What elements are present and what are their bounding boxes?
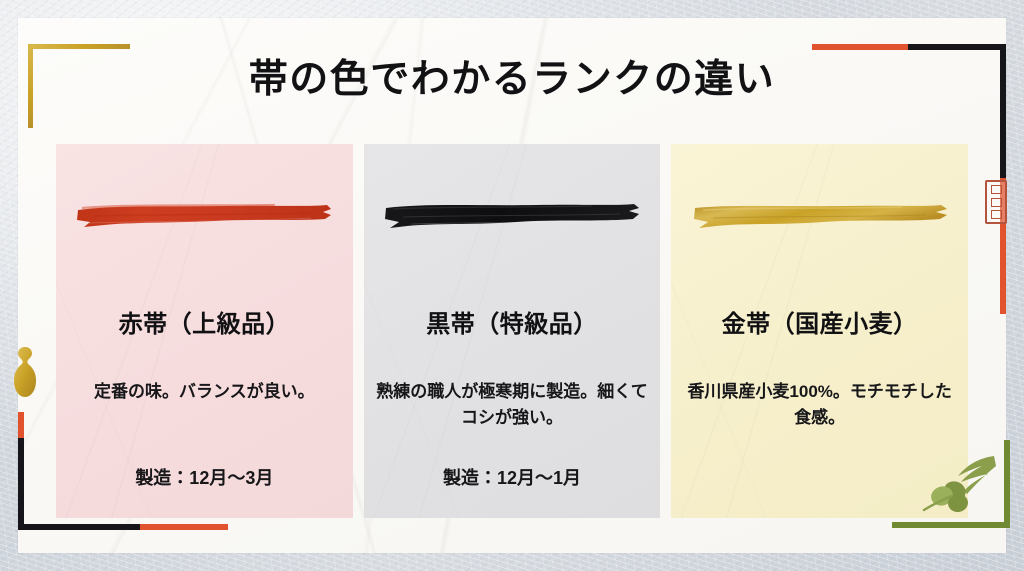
card-description-red: 定番の味。バランスが良い。: [94, 382, 315, 401]
black-brush-stroke-icon: [381, 196, 642, 240]
rank-card-black[interactable]: 黒帯（特級品） 熟練の職人が極寒期に製造。細くてコシが強い。 製造：12月〜1月: [363, 144, 661, 518]
card-production-date-red: 製造：12月〜3月: [135, 468, 274, 488]
gold-gourd-icon: [12, 345, 38, 399]
card-title-black: 黒帯（特級品）: [426, 311, 598, 338]
card-description-gold: 香川県産小麦100%。モチモチした食感。: [687, 382, 952, 428]
red-brush-stroke-icon: [74, 196, 335, 240]
hanko-seal-icon: [985, 180, 1007, 224]
gold-brush-stroke-icon: [689, 196, 950, 240]
card-production-date-black: 製造：12月〜1月: [442, 468, 582, 488]
olive-branch-icon: [920, 452, 996, 514]
rank-card-list: 赤帯（上級品） 定番の味。バランスが良い。 製造：12月〜3月: [56, 144, 969, 518]
card-title-red: 赤帯（上級品）: [118, 311, 291, 338]
hanko-glyph: [990, 209, 1002, 219]
hanko-glyph: [990, 185, 1002, 195]
page-title: 帯の色でわかるランクの違い: [248, 56, 776, 102]
hanko-glyph: [990, 197, 1002, 207]
rank-card-red[interactable]: 赤帯（上級品） 定番の味。バランスが良い。 製造：12月〜3月: [56, 144, 353, 518]
card-title-gold: 金帯（国産小麦）: [721, 311, 918, 338]
card-description-black: 熟練の職人が極寒期に製造。細くてコシが強い。: [376, 382, 648, 428]
